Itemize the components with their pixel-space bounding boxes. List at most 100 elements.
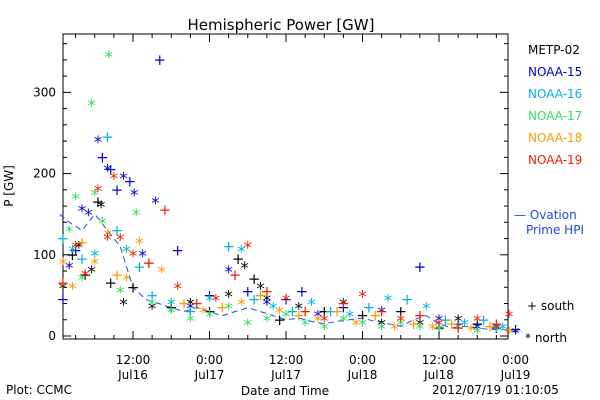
data-point: * — [422, 300, 431, 320]
data-point: + — [286, 303, 299, 321]
x-tick-label-date: Jul16 — [117, 368, 148, 382]
series-layer: *+*+*+*+*+* + * +*+*+**+* + *+*+* + * + * ++*+***+… — [57, 48, 522, 344]
data-point: + — [203, 286, 216, 304]
data-point: * — [346, 308, 355, 328]
data-point: + — [414, 307, 427, 325]
data-point: + — [452, 315, 465, 333]
data-point: * — [186, 300, 195, 320]
data-point: + — [248, 290, 261, 308]
data-point: * — [186, 312, 195, 332]
data-point: * — [135, 235, 144, 255]
data-point: * — [110, 170, 119, 190]
data-point: * — [71, 190, 80, 210]
data-point: + — [101, 128, 114, 146]
data-point: * — [377, 320, 386, 340]
data-point: + — [104, 161, 117, 179]
data-point: * — [269, 300, 278, 320]
data-point: + — [401, 290, 414, 308]
data-point: * — [377, 316, 386, 336]
data-point: * — [435, 312, 444, 332]
data-point: + — [203, 303, 216, 321]
data-point: + — [96, 148, 109, 166]
x-tick-label-time: 0:00 — [502, 353, 529, 367]
data-point: * — [339, 296, 348, 316]
data-point: + — [184, 303, 197, 321]
data-point: * — [473, 320, 482, 340]
data-point: * — [68, 279, 77, 299]
data-point: + — [171, 242, 184, 260]
data-point: * — [167, 296, 176, 316]
south-legend: + south — [527, 299, 575, 313]
legend-item-noaa-19: NOAA-19 — [528, 153, 582, 167]
data-point: * — [224, 287, 233, 307]
data-point: * — [87, 97, 96, 117]
data-point: + — [439, 311, 452, 329]
data-point: + — [292, 307, 305, 325]
data-point: * — [244, 239, 253, 259]
data-point: * — [473, 324, 482, 344]
data-point: * — [59, 279, 68, 299]
data-point: * — [282, 308, 291, 328]
series-noaa-15: +*+***+*++*+***++*+*+* + +*+ *+* + * + * — [57, 51, 520, 344]
data-point: + — [509, 321, 522, 339]
data-point: + — [369, 307, 382, 325]
data-point: * — [352, 316, 361, 336]
data-point: * — [460, 316, 469, 336]
data-point: + — [477, 311, 490, 329]
ovation-legend: — Ovation Prime HPI — [514, 208, 584, 238]
data-point: + — [261, 282, 274, 300]
data-point: + — [331, 303, 344, 321]
legend-item-noaa-18: NOAA-18 — [528, 131, 582, 145]
data-point: + — [433, 319, 446, 337]
data-point: + — [143, 254, 156, 272]
data-point: + — [318, 303, 331, 321]
data-point: * — [237, 243, 246, 263]
data-point: * — [130, 186, 139, 206]
data-point: * — [138, 247, 147, 267]
legend-label: NOAA-15 — [528, 65, 583, 79]
data-point: + — [337, 299, 350, 317]
legend-item-metp-02: METP-02 — [528, 43, 580, 57]
data-point: + — [337, 295, 350, 313]
data-point: + — [104, 274, 117, 292]
data-point: * — [275, 304, 284, 324]
data-point: * — [505, 324, 514, 344]
data-point: + — [66, 246, 79, 264]
data-point: * — [428, 320, 437, 340]
data-point: * — [320, 312, 329, 332]
data-point: * — [129, 247, 138, 267]
data-point: * — [511, 324, 520, 344]
ovation-legend-line1: — Ovation — [514, 208, 577, 222]
axis-ticks: 010020030012:00Jul160:00Jul1712:00Jul170… — [33, 34, 530, 382]
data-point: * — [307, 296, 316, 316]
data-point: * — [148, 296, 157, 316]
data-point: + — [296, 282, 309, 300]
data-point: * — [314, 308, 323, 328]
data-point: * — [295, 300, 304, 320]
data-point: * — [473, 312, 482, 332]
data-point: + — [254, 286, 267, 304]
data-point: + — [394, 303, 407, 321]
data-point: * — [151, 194, 160, 214]
data-point: + — [111, 181, 124, 199]
data-point: * — [384, 291, 393, 311]
data-point: * — [454, 320, 463, 340]
data-point: + — [241, 282, 254, 300]
data-point: + — [57, 274, 70, 292]
data-point: + — [280, 290, 293, 308]
data-point: + — [229, 266, 242, 284]
data-point: * — [91, 255, 100, 275]
data-point: * — [75, 239, 84, 259]
data-point: * — [91, 186, 100, 206]
data-point: + — [273, 311, 286, 329]
data-point: * — [256, 279, 265, 299]
x-tick-label-time: 12:00 — [269, 353, 304, 367]
data-point: * — [91, 247, 100, 267]
data-point: * — [499, 320, 508, 340]
data-point: * — [205, 308, 214, 328]
data-point: * — [119, 170, 128, 190]
data-point: * — [397, 316, 406, 336]
data-point: * — [224, 300, 233, 320]
data-point: * — [263, 312, 272, 332]
ovation-legend-line2: Prime HPI — [526, 223, 584, 237]
